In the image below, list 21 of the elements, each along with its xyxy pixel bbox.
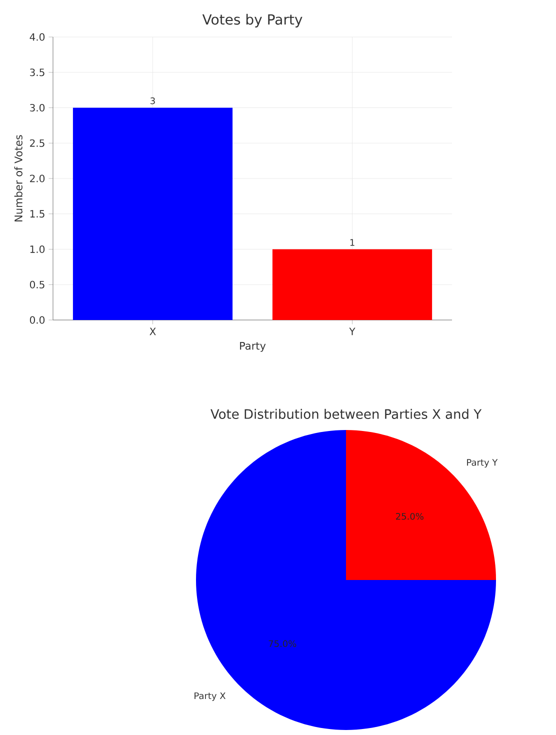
y-tick-label: 0.5 xyxy=(30,280,44,288)
y-tick-label: 0.0 xyxy=(30,316,45,324)
x-tick-label: Y xyxy=(349,328,356,336)
y-axis-title: Number of Votes xyxy=(14,135,22,222)
slice-label: Party X xyxy=(194,692,226,701)
chart-title: Vote Distribution between Parties X and Y xyxy=(210,408,482,419)
data-label: 1 xyxy=(350,239,354,246)
y-tick-label: 1.5 xyxy=(30,210,44,218)
y-tick-label: 2.0 xyxy=(30,174,45,182)
y-tick-label: 4.0 xyxy=(30,33,45,41)
y-tick-label: 3.5 xyxy=(30,68,44,76)
y-tick-label: 1.0 xyxy=(30,245,45,254)
data-label: 75.0% xyxy=(268,640,296,648)
chart-title: Votes by Party xyxy=(202,14,302,28)
y-tick-label: 2.5 xyxy=(30,139,44,147)
x-axis-title: Party xyxy=(240,342,266,352)
data-label: 25.0% xyxy=(396,512,424,520)
x-tick-label: X xyxy=(150,328,156,336)
slice-label: Party Y xyxy=(467,459,498,468)
data-label: 3 xyxy=(150,97,155,104)
y-tick-label: 3.0 xyxy=(30,104,45,112)
